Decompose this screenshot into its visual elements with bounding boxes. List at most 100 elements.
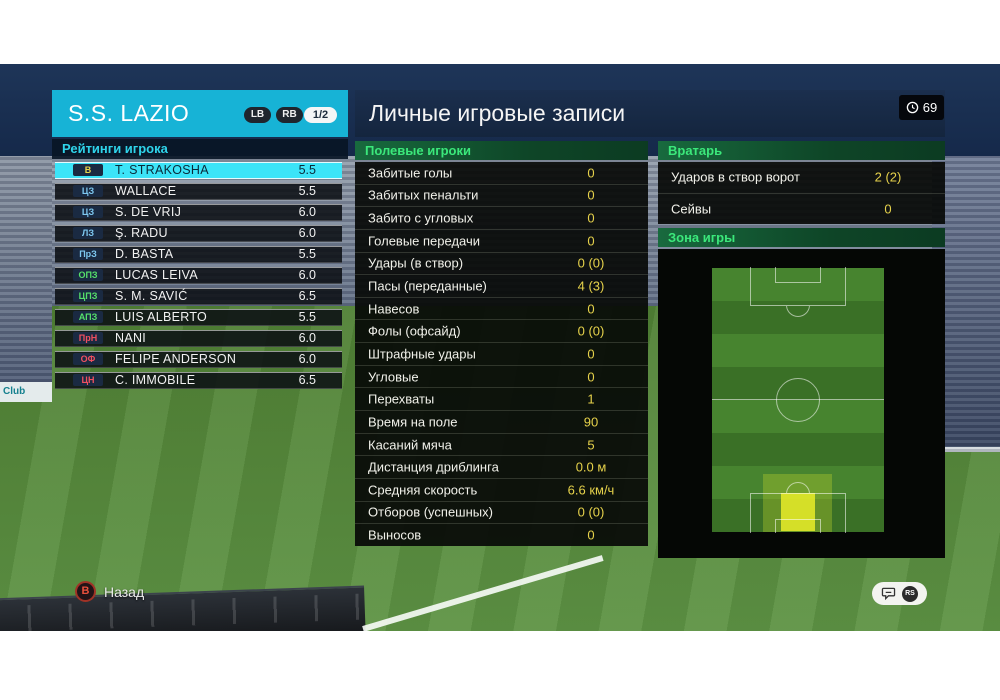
stat-value: 0.0 м — [575, 459, 607, 475]
stat-value: 0 — [587, 187, 595, 203]
stat-value: 0 — [587, 210, 595, 226]
player-list: В T. STRAKOSHA 5.5 ЦЗ WALLACE 5.5 ЦЗ S. … — [55, 162, 342, 393]
stat-label: Угловые — [368, 369, 419, 385]
player-rating: 6.0 — [298, 226, 316, 240]
player-row[interactable]: ОФ FELIPE ANDERSON 6.0 — [55, 351, 342, 368]
stat-label: Забитых пенальти — [368, 187, 479, 203]
goal-box-top — [775, 267, 821, 283]
position-badge: АПЗ — [73, 311, 103, 323]
stat-value: 0 — [587, 527, 595, 543]
stat-row: Пасы (переданные) 4 (3) — [355, 275, 648, 298]
stat-label: Выносов — [368, 527, 422, 543]
stat-row: Фолы (офсайд) 0 (0) — [355, 320, 648, 344]
stat-label: Сейвы — [671, 201, 712, 217]
center-circle — [776, 378, 820, 422]
stat-value: 0 — [587, 233, 595, 249]
player-name: FELIPE ANDERSON — [115, 352, 237, 366]
stat-label: Время на поле — [368, 414, 458, 430]
stadium-stands-left — [0, 156, 52, 382]
ratings-section-header: Рейтинги игрока — [52, 139, 348, 159]
stat-label: Удары (в створ) — [368, 255, 464, 271]
field-players-stats-table: Забитые голы 0 Забитых пенальти 0 Забито… — [355, 162, 648, 546]
player-row[interactable]: ЦЗ WALLACE 5.5 — [55, 183, 342, 200]
player-name: C. IMMOBILE — [115, 373, 196, 387]
stat-label: Дистанция дриблинга — [368, 459, 499, 475]
lb-button-icon[interactable]: LB — [244, 107, 271, 123]
b-button-icon[interactable]: B — [75, 581, 96, 602]
stat-label: Ударов в створ ворот — [671, 169, 800, 185]
player-row[interactable]: ОПЗ LUCAS LEIVA 6.0 — [55, 267, 342, 284]
records-header: Личные игровые записи 69 — [355, 90, 945, 137]
stat-label: Перехваты — [368, 391, 435, 407]
controls-pill[interactable]: RS — [872, 582, 927, 605]
stat-row: Забитых пенальти 0 — [355, 185, 648, 208]
penalty-arc-top — [786, 306, 810, 318]
stat-value: 0 — [587, 369, 595, 385]
page-indicator: 1/2 — [304, 107, 337, 123]
player-row[interactable]: ЛЗ Ş. RADU 6.0 — [55, 225, 342, 242]
player-name: NANI — [115, 331, 147, 345]
game-screenshot-frame: Club S.S. LAZIO LB RB 1/2 Рейтинги игрок… — [0, 64, 1000, 631]
stat-row: Угловые 0 — [355, 366, 648, 389]
stat-label: Фолы (офсайд) — [368, 323, 461, 339]
player-rating: 5.5 — [298, 184, 316, 198]
stat-value: 0 — [587, 165, 595, 181]
player-rating: 6.0 — [298, 331, 316, 345]
stat-value: 90 — [583, 414, 599, 430]
ad-board: Club — [0, 382, 52, 402]
stat-label: Навесов — [368, 301, 420, 317]
position-badge: ЦЗ — [73, 206, 103, 218]
stat-row: Удары (в створ) 0 (0) — [355, 253, 648, 276]
player-rating: 6.5 — [298, 289, 316, 303]
position-badge: ПрЗ — [73, 248, 103, 260]
chat-icon[interactable] — [881, 587, 896, 600]
stat-value: 0 — [587, 301, 595, 317]
player-row[interactable]: ПрЗ D. BASTA 5.5 — [55, 246, 342, 263]
player-rating: 6.5 — [298, 373, 316, 387]
player-rating: 6.0 — [298, 352, 316, 366]
right-stick-icon[interactable]: RS — [902, 585, 918, 602]
player-rating: 6.0 — [298, 268, 316, 282]
stat-value: 0 (0) — [577, 323, 605, 339]
position-badge: ЦН — [73, 374, 103, 386]
stat-row: Забито с угловых 0 — [355, 207, 648, 230]
player-row[interactable]: В T. STRAKOSHA 5.5 — [55, 162, 342, 179]
player-row[interactable]: АПЗ LUIS ALBERTO 5.5 — [55, 309, 342, 326]
page-title: Личные игровые записи — [369, 100, 626, 126]
player-row[interactable]: ЦН C. IMMOBILE 6.5 — [55, 372, 342, 389]
player-row[interactable]: ПрН NANI 6.0 — [55, 330, 342, 347]
position-badge: ПрН — [73, 332, 103, 344]
stat-value: 6.6 км/ч — [567, 482, 615, 498]
stat-row: Сейвы 0 — [658, 194, 945, 225]
position-badge: ОПЗ — [73, 269, 103, 281]
stat-value: 0 — [587, 346, 595, 362]
stat-value: 4 (3) — [577, 278, 605, 294]
player-rating: 6.0 — [298, 205, 316, 219]
stat-label: Отборов (успешных) — [368, 504, 493, 520]
player-row[interactable]: ЦПЗ S. M. SAVIĆ 6.5 — [55, 288, 342, 305]
play-zone-section-header: Зона игры — [658, 228, 945, 247]
back-hint[interactable]: B Назад — [75, 581, 144, 602]
penalty-box-bottom — [750, 493, 846, 533]
stat-label: Забитые голы — [368, 165, 453, 181]
player-row[interactable]: ЦЗ S. DE VRIJ 6.0 — [55, 204, 342, 221]
field-players-section-header: Полевые игроки — [355, 141, 648, 160]
player-name: T. STRAKOSHA — [115, 163, 209, 177]
match-minute: 69 — [922, 100, 938, 115]
rb-button-icon[interactable]: RB — [276, 107, 303, 123]
heatmap-zone-inner — [781, 493, 815, 531]
back-label: Назад — [104, 583, 145, 600]
play-zone-panel — [658, 249, 945, 558]
player-name: S. DE VRIJ — [115, 205, 182, 219]
goal-box-bottom — [775, 519, 821, 533]
ratings-section-title: Рейтинги игрока — [62, 141, 168, 156]
stat-row: Время на поле 90 — [355, 411, 648, 434]
position-badge: ЦЗ — [73, 185, 103, 197]
clock-icon — [906, 101, 919, 114]
player-rating: 5.5 — [298, 310, 316, 324]
position-badge: В — [73, 164, 103, 176]
player-rating: 5.5 — [298, 247, 316, 261]
stat-row: Касаний мяча 5 — [355, 434, 648, 457]
stat-row: Дистанция дриблинга 0.0 м — [355, 456, 648, 479]
